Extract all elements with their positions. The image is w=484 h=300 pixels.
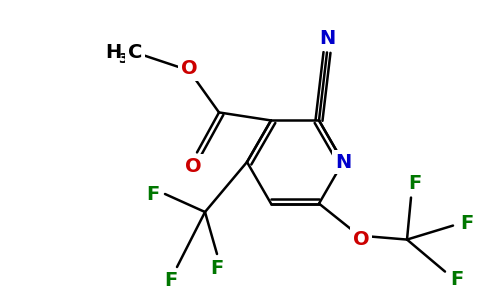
Text: N: N — [335, 152, 351, 172]
Text: F: F — [460, 214, 474, 233]
Text: F: F — [211, 259, 224, 278]
Text: F: F — [451, 270, 464, 289]
Text: O: O — [353, 230, 369, 249]
Text: N: N — [319, 29, 335, 48]
Text: O: O — [181, 59, 197, 78]
Text: O: O — [185, 157, 201, 176]
Text: C: C — [128, 43, 142, 62]
Text: H: H — [105, 43, 121, 62]
Text: 3: 3 — [118, 52, 128, 66]
Text: F: F — [146, 184, 160, 203]
Text: F: F — [165, 272, 178, 290]
Text: F: F — [408, 174, 422, 193]
